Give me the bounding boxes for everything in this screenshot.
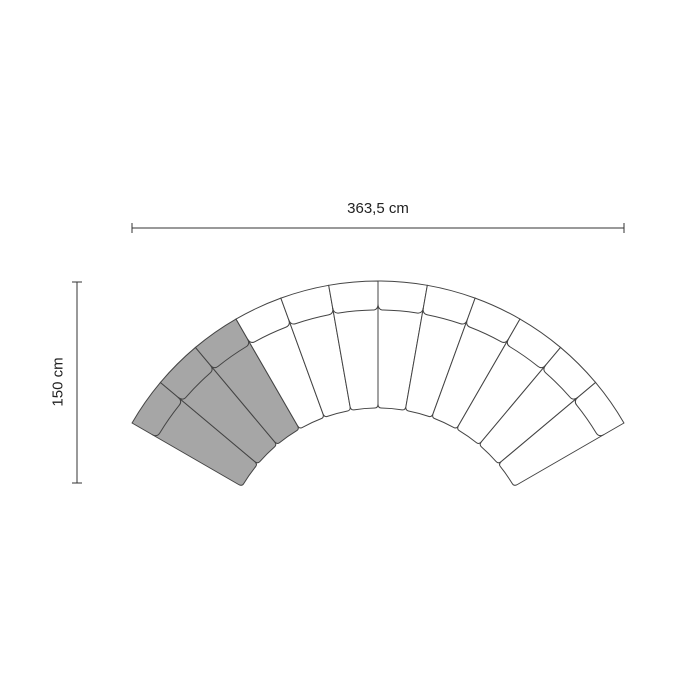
width-dimension-line (131, 223, 625, 233)
backrest-line (177, 364, 213, 400)
backrest-line (247, 319, 290, 343)
width-label: 363,5 cm (347, 200, 409, 217)
backrest-line (574, 396, 605, 437)
backrest-line (332, 303, 379, 314)
sofa-seat-12 (499, 381, 625, 486)
backrest-line (377, 303, 424, 314)
backrest-line (506, 338, 547, 369)
backrest-line (288, 307, 334, 325)
height-dimension-line (72, 281, 82, 484)
height-label: 150 cm (49, 357, 67, 407)
backrest-line (209, 338, 250, 369)
backrest-line (422, 307, 468, 325)
backrest-line (543, 364, 579, 400)
seat-cushion (499, 381, 625, 486)
sofa-seats (131, 280, 625, 486)
backrest-line (466, 319, 509, 343)
backrest-line (151, 396, 182, 437)
